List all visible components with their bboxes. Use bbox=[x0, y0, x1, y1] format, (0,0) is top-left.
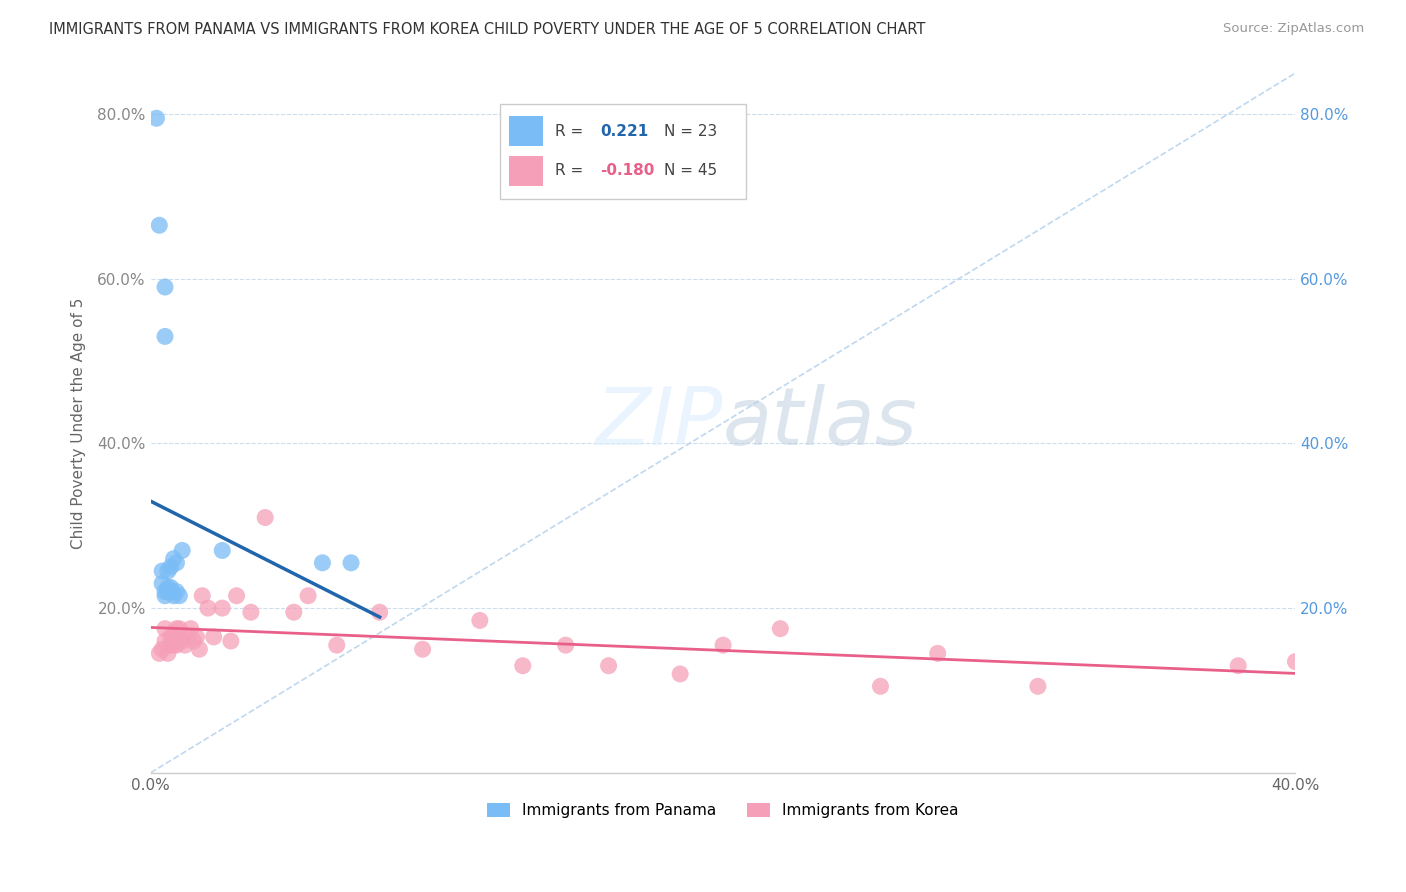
Legend: Immigrants from Panama, Immigrants from Korea: Immigrants from Panama, Immigrants from … bbox=[481, 797, 965, 824]
Point bbox=[156, 646, 179, 660]
Point bbox=[148, 646, 170, 660]
Text: 0.221: 0.221 bbox=[600, 124, 648, 138]
Point bbox=[197, 601, 219, 615]
Point bbox=[156, 581, 179, 595]
Point bbox=[153, 634, 176, 648]
Bar bbox=[509, 156, 543, 186]
Point bbox=[174, 638, 197, 652]
Point bbox=[311, 556, 333, 570]
Point bbox=[156, 564, 179, 578]
Point bbox=[159, 584, 181, 599]
Point bbox=[172, 543, 194, 558]
Point bbox=[669, 667, 692, 681]
Point bbox=[211, 601, 233, 615]
Text: IMMIGRANTS FROM PANAMA VS IMMIGRANTS FROM KOREA CHILD POVERTY UNDER THE AGE OF 5: IMMIGRANTS FROM PANAMA VS IMMIGRANTS FRO… bbox=[49, 22, 925, 37]
Point bbox=[191, 589, 214, 603]
Point bbox=[162, 630, 184, 644]
Text: N = 45: N = 45 bbox=[664, 163, 717, 178]
Point bbox=[927, 646, 949, 660]
Point bbox=[153, 280, 176, 294]
Y-axis label: Child Poverty Under the Age of 5: Child Poverty Under the Age of 5 bbox=[72, 297, 86, 549]
Point bbox=[169, 589, 191, 603]
Point bbox=[186, 630, 208, 644]
Text: ZIP: ZIP bbox=[596, 384, 723, 462]
Point bbox=[153, 589, 176, 603]
Point bbox=[166, 584, 188, 599]
Point bbox=[162, 551, 184, 566]
Point bbox=[159, 581, 181, 595]
Text: R =: R = bbox=[555, 163, 588, 178]
Point bbox=[150, 564, 173, 578]
Point bbox=[150, 642, 173, 657]
Point bbox=[159, 560, 181, 574]
Point bbox=[1284, 655, 1306, 669]
Point bbox=[150, 576, 173, 591]
Point bbox=[225, 589, 247, 603]
Point bbox=[159, 630, 181, 644]
Point bbox=[340, 556, 363, 570]
Point bbox=[166, 638, 188, 652]
Point bbox=[162, 638, 184, 652]
Bar bbox=[509, 116, 543, 145]
Point bbox=[148, 219, 170, 233]
Point bbox=[711, 638, 734, 652]
Point bbox=[297, 589, 319, 603]
Point bbox=[598, 658, 620, 673]
Text: Source: ZipAtlas.com: Source: ZipAtlas.com bbox=[1223, 22, 1364, 36]
Point bbox=[145, 112, 167, 126]
Point bbox=[1026, 679, 1049, 693]
Point bbox=[283, 605, 305, 619]
Point bbox=[239, 605, 262, 619]
Point bbox=[325, 638, 347, 652]
Point bbox=[177, 630, 200, 644]
Point bbox=[153, 584, 176, 599]
Point bbox=[869, 679, 891, 693]
Text: -0.180: -0.180 bbox=[600, 163, 655, 178]
Point bbox=[202, 630, 225, 644]
Point bbox=[153, 329, 176, 343]
Point bbox=[162, 589, 184, 603]
Point bbox=[769, 622, 792, 636]
Point bbox=[368, 605, 391, 619]
Point bbox=[254, 510, 277, 524]
Text: atlas: atlas bbox=[723, 384, 918, 462]
Point bbox=[166, 556, 188, 570]
Point bbox=[1227, 658, 1250, 673]
Point bbox=[211, 543, 233, 558]
Point bbox=[554, 638, 576, 652]
Point bbox=[159, 638, 181, 652]
Point bbox=[219, 634, 242, 648]
Text: N = 23: N = 23 bbox=[664, 124, 717, 138]
Point bbox=[188, 642, 211, 657]
Point bbox=[169, 634, 191, 648]
Point bbox=[183, 634, 205, 648]
Point bbox=[156, 584, 179, 599]
FancyBboxPatch shape bbox=[501, 104, 747, 199]
Point bbox=[169, 622, 191, 636]
Point bbox=[153, 622, 176, 636]
Point bbox=[412, 642, 434, 657]
Point bbox=[180, 622, 202, 636]
Point bbox=[172, 634, 194, 648]
Point bbox=[166, 622, 188, 636]
Point bbox=[468, 614, 491, 628]
Text: R =: R = bbox=[555, 124, 588, 138]
Point bbox=[512, 658, 534, 673]
